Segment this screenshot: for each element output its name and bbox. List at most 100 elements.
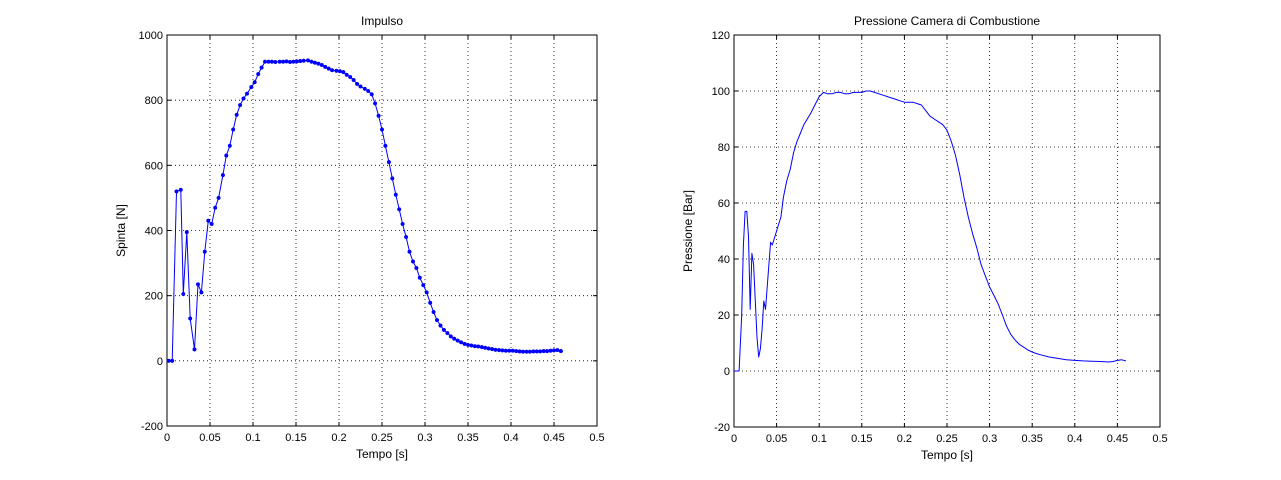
- axes-box: [166, 34, 598, 427]
- x-tick-label: 0.45: [1107, 433, 1128, 445]
- y-tick-label: 200: [145, 291, 163, 303]
- data-point: [234, 112, 239, 117]
- data-point: [476, 344, 481, 349]
- chart-title: Impulso: [361, 14, 403, 28]
- data-point: [262, 59, 268, 64]
- y-tick-label: 120: [712, 30, 730, 42]
- data-point: [316, 61, 321, 66]
- data-point: [202, 249, 207, 254]
- axes-box: [733, 34, 1161, 428]
- data-point: [351, 77, 356, 83]
- data-point: [517, 349, 522, 354]
- data-point: [298, 59, 303, 64]
- data-point: [424, 290, 429, 295]
- data-point: [386, 160, 391, 165]
- data-point: [170, 358, 175, 363]
- data-point: [448, 334, 453, 339]
- x-tick-label: 0.15: [851, 433, 872, 445]
- y-tick-label: 800: [145, 95, 163, 107]
- data-point: [330, 68, 335, 73]
- data-point: [541, 349, 546, 354]
- x-tick-label: 0.3: [982, 433, 997, 445]
- y-tick-label: 60: [718, 198, 730, 210]
- data-point: [358, 84, 363, 89]
- data-point: [434, 318, 440, 323]
- data-point: [181, 291, 186, 297]
- data-point: [305, 58, 311, 63]
- x-tick-label: 0.05: [199, 432, 220, 444]
- data-point: [503, 348, 508, 353]
- data-point: [404, 234, 409, 240]
- x-tick-label: 0: [731, 433, 737, 445]
- x-tick-label: 0.1: [812, 433, 827, 445]
- data-point: [465, 342, 471, 347]
- y-tick-label: 20: [718, 310, 730, 322]
- data-point: [216, 195, 221, 200]
- data-point: [362, 86, 367, 91]
- x-tick-label: 0.4: [1067, 433, 1082, 445]
- data-point: [393, 192, 398, 197]
- y-tick-label: -200: [141, 421, 163, 433]
- data-point: [407, 249, 412, 254]
- data-point: [323, 64, 328, 69]
- chart-2: 0 0.05 0.1 0.15 0.2 0.25 0.3 0.35 0.4 0.45 0.5-200…: [681, 14, 1168, 462]
- data-point: [520, 349, 526, 354]
- data-point: [344, 72, 349, 77]
- data-point: [213, 205, 218, 210]
- data-point: [376, 113, 381, 118]
- data-point: [252, 80, 257, 85]
- data-point: [555, 348, 560, 353]
- data-point: [483, 345, 488, 350]
- chart-1: 0 0.05 0.1 0.15 0.2 0.25 0.3 0.35 0.4 0.45 0.5 -200…: [114, 14, 605, 461]
- x-tick-label: 0.2: [897, 433, 912, 445]
- chart-title: Pressione Camera di Combustione: [854, 14, 1040, 28]
- data-point: [294, 59, 299, 64]
- data-point: [493, 347, 498, 352]
- x-axis-label: Tempo [s]: [356, 447, 408, 461]
- y-tick-label: 0: [157, 356, 163, 368]
- x-tick-label: 0.25: [936, 433, 957, 445]
- data-point: [534, 349, 539, 354]
- data-point: [524, 349, 529, 354]
- data-point: [334, 68, 339, 73]
- data-point: [199, 290, 204, 295]
- data-point: [417, 275, 422, 280]
- data-point: [369, 92, 374, 97]
- data-point: [341, 70, 346, 75]
- data-point: [244, 91, 250, 96]
- data-point: [269, 59, 274, 64]
- data-point: [472, 344, 477, 349]
- data-point: [348, 74, 353, 80]
- plot-area: [167, 35, 597, 426]
- data-point: [206, 218, 211, 223]
- data-point: [337, 69, 342, 74]
- data-point: [312, 60, 317, 65]
- x-tick-label: 0.35: [457, 432, 478, 444]
- data-point: [414, 265, 419, 271]
- x-tick-label: 0.5: [589, 432, 604, 444]
- data-point: [273, 59, 278, 65]
- data-point: [192, 347, 197, 352]
- data-point: [301, 58, 306, 63]
- x-tick-label: 0.1: [245, 432, 260, 444]
- data-point: [486, 346, 491, 351]
- data-point: [496, 348, 502, 353]
- x-axis-label: Tempo [s]: [921, 448, 973, 462]
- data-point: [277, 59, 282, 64]
- y-axis-label: Pressione [Bar]: [681, 190, 695, 272]
- data-point: [455, 338, 460, 343]
- data-point: [500, 348, 505, 353]
- x-tick-label: 0.25: [371, 432, 392, 444]
- data-point: [366, 88, 371, 94]
- x-tick-label: 0.15: [285, 432, 306, 444]
- data-point: [383, 143, 388, 148]
- data-point: [224, 153, 229, 158]
- data-point: [259, 65, 264, 70]
- data-point: [284, 59, 289, 64]
- data-point: [531, 349, 536, 354]
- data-point: [507, 348, 512, 353]
- data-point: [166, 358, 171, 363]
- data-point: [551, 348, 557, 353]
- data-point: [527, 349, 532, 354]
